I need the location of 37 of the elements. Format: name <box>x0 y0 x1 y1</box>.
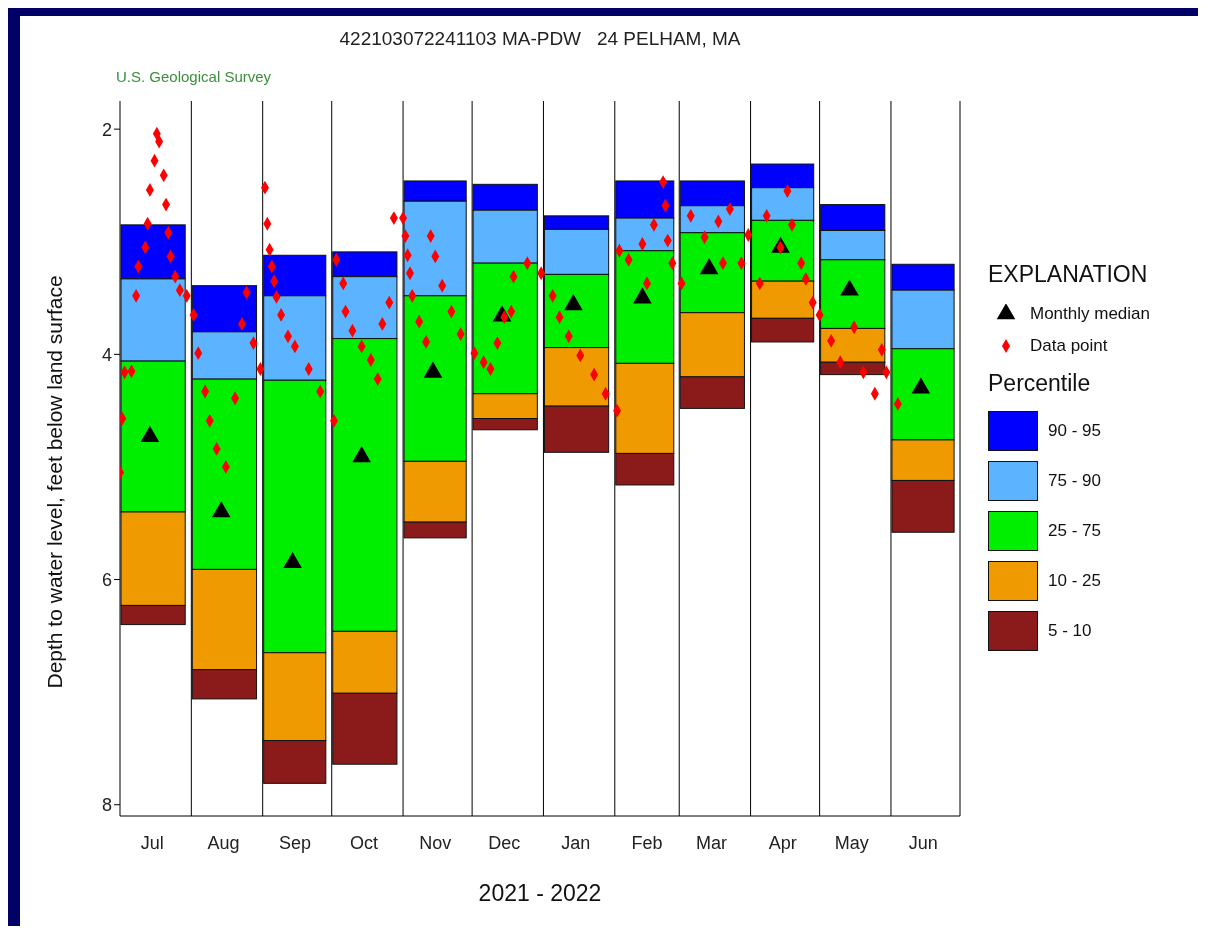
x-tick-label: Nov <box>419 832 452 853</box>
x-tick-label: Mar <box>695 832 727 853</box>
point <box>423 361 443 378</box>
x-tick-label: Jul <box>140 832 164 853</box>
point <box>140 425 160 442</box>
legend-label: 90 - 95 <box>1048 420 1101 440</box>
x-tick-label: Dec <box>488 832 521 853</box>
point <box>352 446 371 463</box>
chart-title: 422103072241103 MA-PDW 24 PELHAM, MA <box>338 28 742 50</box>
x-tick-label: Aug <box>207 832 240 853</box>
x-tick-label: Jun <box>908 832 938 853</box>
x-axis-title: 2021 - 2022 <box>477 880 603 907</box>
y-tick-label: 2 <box>101 119 112 140</box>
point <box>211 501 231 518</box>
y-tick-label: 8 <box>101 795 112 816</box>
point <box>911 377 931 394</box>
legend-label: 10 - 25 <box>1048 570 1101 590</box>
point <box>633 287 652 304</box>
legend-label: 5 - 10 <box>1048 620 1092 640</box>
legend-title: EXPLANATION <box>988 261 1149 288</box>
x-tick-label: May <box>834 832 869 853</box>
y-tick-label: 4 <box>101 344 112 365</box>
legend-label: Data point <box>1030 336 1108 356</box>
y-tick-label: 6 <box>101 569 112 590</box>
legend-label: 25 - 75 <box>1048 520 1101 540</box>
x-tick-label: Apr <box>768 832 797 853</box>
legend-label: Monthly median <box>1030 304 1151 324</box>
chart-subtitle: U.S. Geological Survey <box>116 68 272 85</box>
legend-label: 75 - 90 <box>1048 470 1101 490</box>
y-axis-title: Depth to water level, feet below land surface <box>43 275 67 689</box>
text: Percentile <box>988 370 1092 397</box>
point <box>283 551 302 569</box>
x-tick-label: Sep <box>278 832 311 853</box>
x-tick-label: Jan <box>561 832 591 853</box>
point <box>699 258 719 275</box>
x-tick-label: Oct <box>349 832 378 853</box>
x-tick-label: Feb <box>631 832 663 853</box>
